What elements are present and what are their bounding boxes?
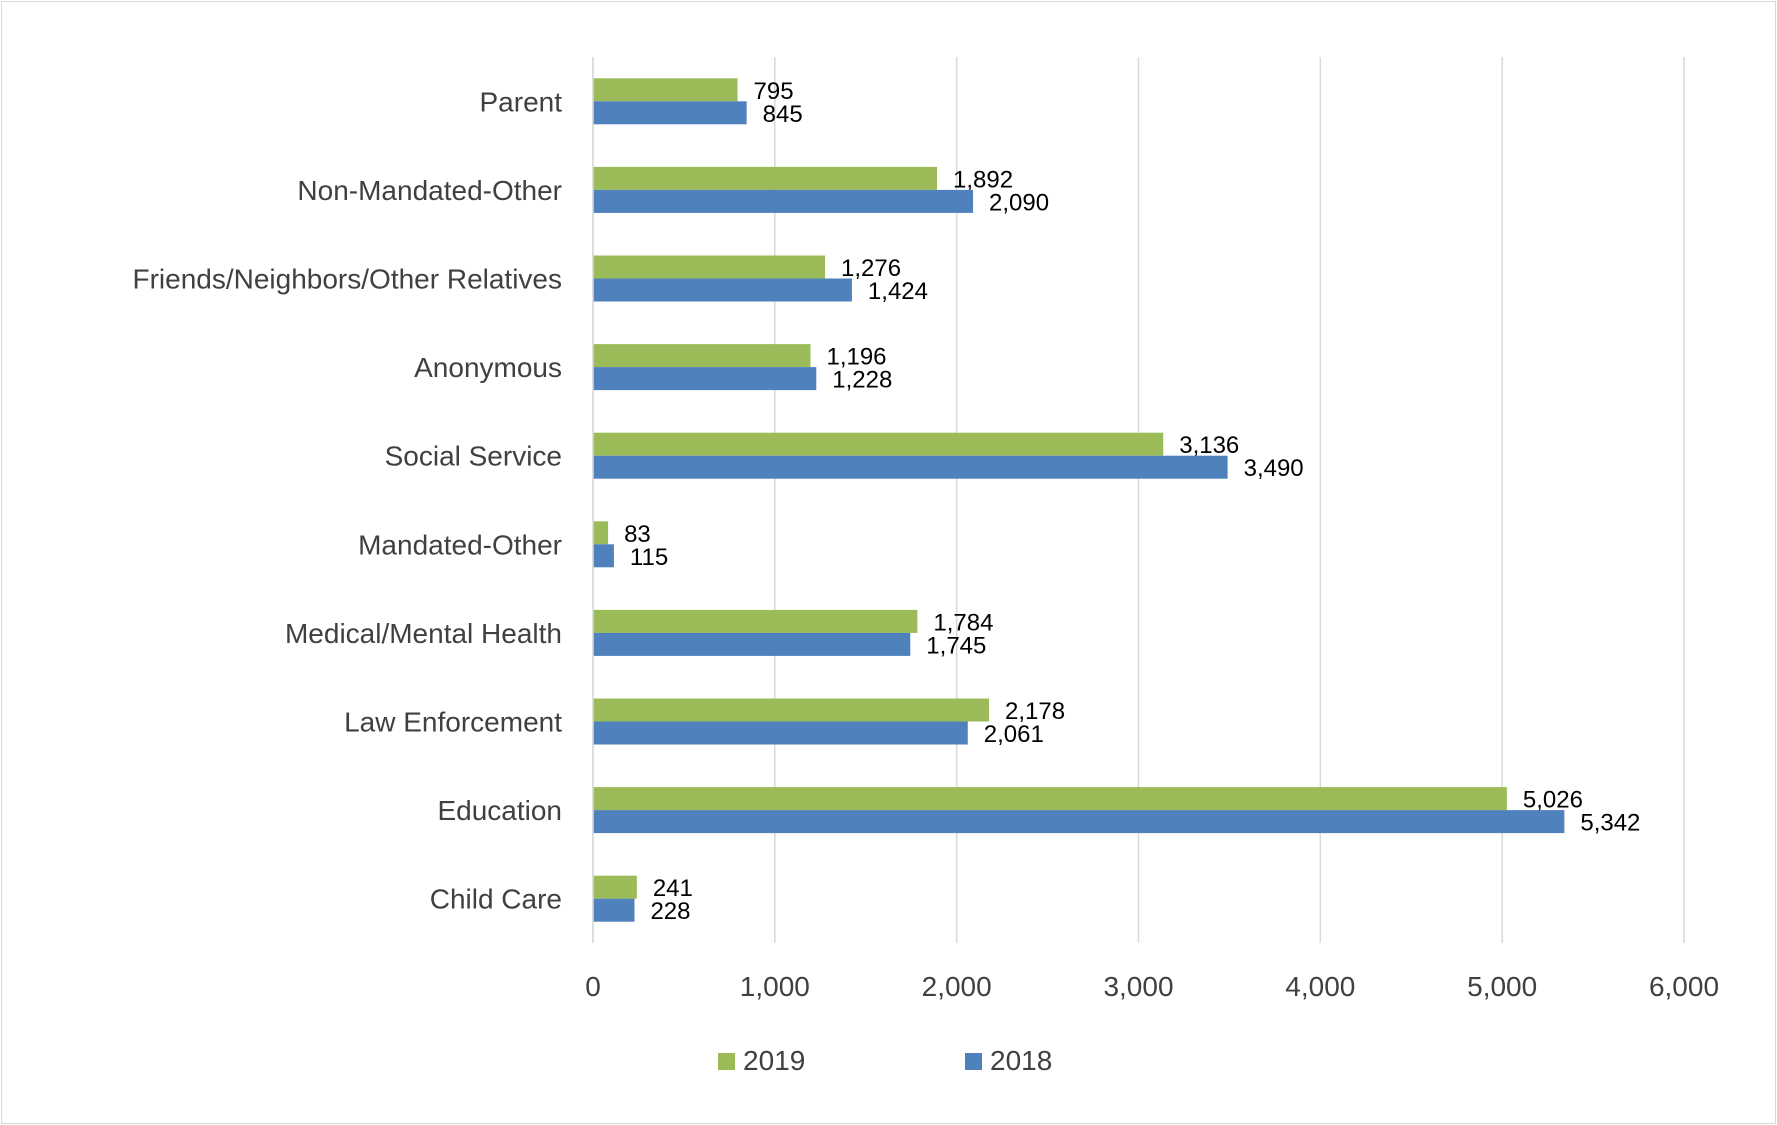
x-tick-label: 6,000: [1649, 971, 1719, 1002]
category-label: Friends/Neighbors/Other Relatives: [132, 264, 562, 295]
x-tick-label: 2,000: [922, 971, 992, 1002]
data-label: 1,424: [868, 278, 928, 305]
bar-2019-child-care: [593, 875, 637, 899]
legend-swatch-2018: [965, 1053, 982, 1070]
data-label: 2,061: [984, 721, 1044, 748]
legend-swatch-2019: [718, 1053, 735, 1070]
data-label: 115: [630, 544, 668, 571]
bar-2018-anonymous: [593, 367, 817, 391]
data-label: 3,490: [1244, 455, 1304, 482]
bar-2019-education: [593, 787, 1507, 811]
legend-label-2019: 2019: [743, 1045, 805, 1076]
data-label: 1,276: [841, 255, 901, 282]
data-label: 241: [653, 875, 693, 902]
bar-2018-non-mandated-other: [593, 189, 974, 213]
data-label: 3,136: [1179, 432, 1239, 459]
data-label: 2,090: [989, 189, 1049, 216]
bar-2019-law-enforcement: [593, 698, 990, 722]
x-tick-label: 4,000: [1285, 971, 1355, 1002]
bar-2018-law-enforcement: [593, 721, 968, 745]
data-label: 228: [650, 898, 690, 925]
category-label: Social Service: [385, 441, 562, 472]
category-label: Mandated-Other: [358, 529, 562, 560]
bar-2019-medical-mental-health: [593, 609, 918, 633]
bar-2019-social-service: [593, 432, 1164, 456]
data-label: 2,178: [1005, 698, 1065, 725]
data-label: 1,784: [933, 609, 993, 636]
x-tick-label: 0: [585, 971, 601, 1002]
data-label: 795: [754, 78, 794, 105]
bar-2018-medical-mental-health: [593, 632, 911, 656]
bar-2018-parent: [593, 101, 747, 125]
category-label: Child Care: [430, 884, 562, 915]
bar-2019-mandated-other: [593, 521, 609, 545]
data-label: 1,228: [832, 367, 892, 394]
bar-2019-parent: [593, 78, 738, 102]
axes: 0 1,000 2,000 3,000 4,000 5,000 6,000 Child Car…: [132, 57, 1719, 1002]
legend: 2019 2018: [718, 1045, 1052, 1076]
data-label: 1,892: [953, 166, 1013, 193]
data-label: 5,342: [1580, 810, 1640, 837]
data-label: 845: [763, 101, 803, 128]
bar-2019-anonymous: [593, 344, 811, 368]
bar-2018-mandated-other: [593, 544, 614, 568]
bar-2018-child-care: [593, 898, 635, 922]
data-label: 1,745: [926, 632, 986, 659]
x-tick-label: 5,000: [1467, 971, 1537, 1002]
bar-2018-education: [593, 810, 1565, 834]
category-label: Education: [437, 795, 562, 826]
category-label: Non-Mandated-Other: [297, 175, 562, 206]
category-label: Law Enforcement: [344, 707, 562, 738]
bar-2019-non-mandated-other: [593, 166, 938, 190]
x-tick-label: 3,000: [1103, 971, 1173, 1002]
x-tick-label: 1,000: [740, 971, 810, 1002]
bar-2019-friends-neighbors-other-relatives: [593, 255, 826, 279]
bar-2018-social-service: [593, 455, 1228, 479]
data-label: 1,196: [826, 344, 886, 371]
data-label: 83: [624, 521, 651, 548]
category-label: Anonymous: [414, 352, 562, 383]
category-label: Medical/Mental Health: [285, 618, 562, 649]
legend-label-2018: 2018: [990, 1045, 1052, 1076]
category-label: Parent: [480, 86, 563, 117]
bar-2018-friends-neighbors-other-relatives: [593, 278, 852, 302]
data-label: 5,026: [1523, 787, 1583, 814]
